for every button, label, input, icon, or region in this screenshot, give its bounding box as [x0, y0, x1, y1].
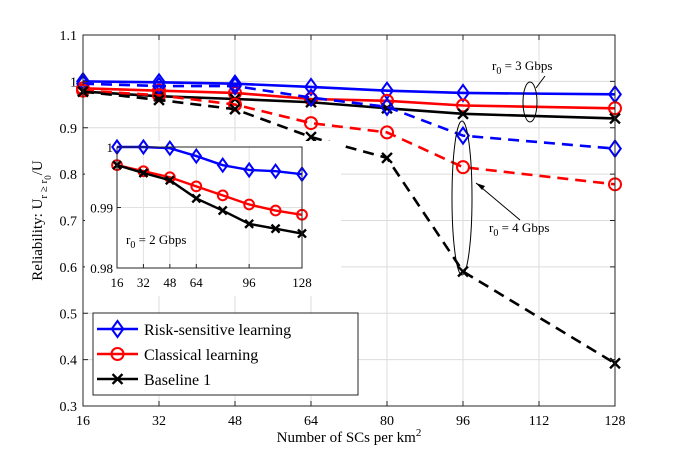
series-point: [457, 108, 469, 120]
inset-series-point: [164, 175, 175, 186]
series-point: [456, 160, 470, 175]
inset-series-point: [190, 180, 203, 193]
y-tick-label: 0.4: [60, 354, 78, 369]
inset-x-tick-label: 96: [243, 275, 257, 290]
x-tick-label: 32: [152, 414, 166, 429]
x-tick-label: 96: [456, 414, 470, 429]
inset-x-tick-label: 16: [111, 275, 125, 290]
inset-x-tick-label: 64: [190, 275, 204, 290]
annotation-ellipse-4gbps: [451, 120, 473, 276]
legend-label: Baseline 1: [144, 372, 211, 389]
y-tick-label: 0.6: [60, 261, 78, 276]
series-point: [304, 87, 318, 108]
legend: Risk-sensitive learning Classical learnin…: [92, 312, 359, 396]
annotation-3gbps: r0 = 3 Gbps: [492, 58, 552, 77]
inset-y-tick-label: 1: [107, 140, 114, 155]
series-point: [304, 116, 318, 131]
x-axis-label: Number of SCs per km2: [277, 427, 422, 446]
inset-x-tick-label: 128: [292, 275, 312, 290]
series-point: [456, 83, 470, 103]
legend-marker: [111, 373, 124, 385]
annotation-ellipse-3gbps: [522, 81, 538, 123]
series-point: [380, 125, 394, 140]
series-point: [305, 131, 317, 143]
legend-item: Classical learning: [97, 347, 258, 364]
series-line: [82, 80, 616, 96]
y-tick-label: 1.1: [60, 29, 78, 44]
legend-marker: [110, 347, 125, 361]
inset-x-tick-label: 48: [163, 275, 176, 290]
series-point: [380, 97, 394, 117]
inset-y-tick-label: 0.98: [90, 261, 113, 276]
inset-background: [85, 141, 341, 296]
y-tick-label: 0.5: [60, 307, 78, 322]
legend-marker: [110, 319, 125, 339]
series-point: [305, 96, 317, 109]
series-line: [82, 87, 616, 110]
legend-label: Classical learning: [144, 347, 258, 364]
inset-series-1: [111, 159, 308, 221]
inset-series-line: [116, 163, 303, 235]
inset-series-point: [190, 147, 203, 165]
legend-label: Risk-sensitive learning: [144, 322, 291, 339]
inset-series-point: [244, 218, 255, 229]
inset-series-point: [269, 204, 282, 217]
annotation-arrowhead-4gbps: [476, 183, 485, 190]
legend-item: Risk-sensitive learning: [97, 319, 291, 339]
inset-series-point: [243, 198, 256, 211]
inset-y-tick-label: 0.99: [90, 201, 113, 216]
inset-label: r0 = 2 Gbps: [126, 232, 186, 251]
annotation-4gbps: r0 = 4 Gbps: [489, 220, 549, 239]
inset-series-point: [163, 171, 176, 184]
inset-series-point: [216, 189, 229, 202]
inset-series-point: [243, 161, 256, 179]
y-tick-label: 0.3: [60, 400, 78, 415]
series-point: [228, 76, 242, 96]
inset-series-point: [191, 193, 202, 204]
inset-chart: 16 32 48 64 96 128 0.98 0.99 1 r0 = 2 Gbps: [85, 138, 341, 296]
x-tick-label: 48: [228, 414, 242, 429]
y-tick-label: 0.8: [60, 168, 78, 183]
inset-series-point: [138, 168, 149, 178]
y-tick-label: 1: [70, 75, 77, 90]
series-point: [153, 94, 165, 106]
inset-series-point: [269, 162, 282, 180]
plot-lines: [76, 71, 622, 370]
series-line: [82, 89, 616, 186]
inset-ticks: 16 32 48 64 96 128 0.98 0.99 1: [90, 140, 312, 290]
annotation-arrow-4gbps: [475, 182, 521, 221]
annotations: r0 = 3 Gbps r0 = 4 Gbps: [451, 58, 552, 276]
inset-series-point: [216, 156, 229, 174]
x-tick-label: 112: [529, 414, 549, 429]
y-axis-label: Reliability: Ur ≥ r0/U: [30, 160, 53, 281]
x-tick-label: 128: [605, 414, 626, 429]
series-point: [229, 103, 241, 116]
axis-ticks: 16 32 48 64 80 96 112 128 0.3 0.4 0.5 0.6 0.7 0.8 0.9 1…: [60, 29, 626, 429]
x-tick-label: 80: [380, 414, 394, 429]
inset-x-tick-label: 32: [137, 275, 150, 290]
inset-series-point: [163, 139, 176, 157]
series-line: [82, 82, 616, 150]
y-tick-label: 0.9: [60, 122, 78, 137]
y-tick-label: 0.7: [60, 215, 78, 230]
series-point: [304, 77, 318, 97]
series-point: [456, 98, 470, 113]
x-tick-label: 16: [76, 414, 90, 429]
series-point: [456, 125, 470, 146]
legend-item: Baseline 1: [97, 372, 211, 389]
inset-series-point: [217, 205, 228, 216]
inset-series-point: [270, 223, 281, 234]
x-tick-label: 64: [304, 414, 318, 429]
annotation-leader-3gbps: [535, 75, 546, 89]
series-point: [381, 152, 393, 164]
inset-series-point: [137, 138, 150, 156]
inset-series-2: [112, 160, 307, 239]
